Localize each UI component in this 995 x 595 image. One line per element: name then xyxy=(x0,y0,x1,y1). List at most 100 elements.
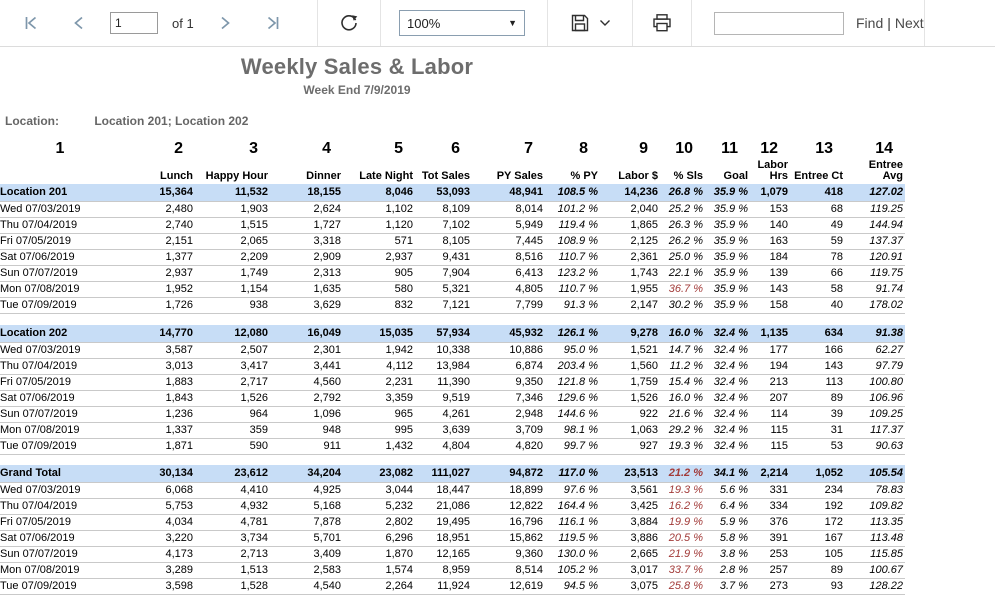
cell: 123.2 % xyxy=(545,265,600,282)
cell: 1,236 xyxy=(120,406,195,423)
column-number: 6 xyxy=(451,140,460,157)
cell: 2,147 xyxy=(600,297,660,314)
section-gap xyxy=(0,313,905,325)
cell: 1,377 xyxy=(120,249,195,266)
row-label: Wed 07/03/2019 xyxy=(0,482,120,499)
cell: 2.8 % xyxy=(705,562,750,579)
table-row: Mon 07/08/2019 3,289 1,513 2,583 1,574 8,959 8… xyxy=(0,562,905,579)
print-button[interactable] xyxy=(633,12,691,34)
row-label: Fri 07/05/2019 xyxy=(0,233,120,250)
export-button[interactable] xyxy=(548,12,632,34)
cell: 1,952 xyxy=(120,281,195,298)
cell: 331 xyxy=(750,482,790,499)
cell: 16.0 % xyxy=(660,390,705,407)
cell: 95.0 % xyxy=(545,342,600,359)
last-page-button[interactable] xyxy=(256,6,290,40)
cell: 119.4 % xyxy=(545,217,600,234)
cell: 257 xyxy=(750,562,790,579)
summary-cell: 126.1 % xyxy=(545,324,600,343)
toolbar-separator xyxy=(317,0,318,46)
summary-cell: 23,513 xyxy=(600,465,660,483)
summary-cell: 16,049 xyxy=(270,324,343,343)
chevron-down-icon: ▼ xyxy=(508,18,517,28)
cell: 119.25 xyxy=(845,201,905,218)
cell: 1,727 xyxy=(270,217,343,234)
row-label: Thu 07/04/2019 xyxy=(0,358,120,375)
column-number: 14 xyxy=(875,140,893,157)
toolbar-separator xyxy=(547,0,548,46)
cell: 1,526 xyxy=(195,390,270,407)
cell: 6,874 xyxy=(472,358,545,375)
cell: 2,151 xyxy=(120,233,195,250)
row-label: Mon 07/08/2019 xyxy=(0,562,120,579)
column-header: Labor Hrs xyxy=(757,160,788,182)
summary-cell: 16.0 % xyxy=(660,324,705,343)
cell: 3,598 xyxy=(120,578,195,595)
column-number: 4 xyxy=(322,140,331,157)
cell: 1,063 xyxy=(600,422,660,439)
cell: 105 xyxy=(790,546,845,563)
cell: 106.96 xyxy=(845,390,905,407)
cell: 7,904 xyxy=(415,265,472,282)
cell: 1,515 xyxy=(195,217,270,234)
cell: 3,884 xyxy=(600,514,660,531)
prev-page-button[interactable] xyxy=(62,6,96,40)
column-number: 5 xyxy=(394,140,403,157)
cell: 2,231 xyxy=(343,374,415,391)
cell: 2,040 xyxy=(600,201,660,218)
cell: 3,587 xyxy=(120,342,195,359)
cell: 1,726 xyxy=(120,297,195,314)
pager-group: of 1 xyxy=(0,6,317,40)
cell: 1,903 xyxy=(195,201,270,218)
cell: 4,781 xyxy=(195,514,270,531)
cell: 5,753 xyxy=(120,498,195,515)
report-title: Weekly Sales & Labor xyxy=(240,54,474,79)
summary-cell: 1,079 xyxy=(750,184,790,202)
section-summary-row: Grand Total 30,134 23,612 34,204 23,082 111,0… xyxy=(0,465,905,483)
cell: 94.5 % xyxy=(545,578,600,595)
cell: 19,495 xyxy=(415,514,472,531)
summary-cell: 53,093 xyxy=(415,184,472,202)
cell: 68 xyxy=(790,201,845,218)
cell: 3.8 % xyxy=(705,546,750,563)
cell: 143 xyxy=(750,281,790,298)
section-summary-row: Location 202 14,770 12,080 16,049 15,035 57,9… xyxy=(0,324,905,343)
cell: 194 xyxy=(750,358,790,375)
cell: 253 xyxy=(750,546,790,563)
cell: 4,261 xyxy=(415,406,472,423)
row-label: Sun 07/07/2019 xyxy=(0,546,120,563)
first-page-button[interactable] xyxy=(14,6,48,40)
column-number: 12 xyxy=(760,140,778,157)
summary-cell: 1,052 xyxy=(790,465,845,483)
cell: 2,740 xyxy=(120,217,195,234)
report-subtitle: Week End 7/9/2019 xyxy=(303,83,411,97)
cell: 2,313 xyxy=(270,265,343,282)
row-label: Sat 07/06/2019 xyxy=(0,530,120,547)
summary-cell: 26.8 % xyxy=(660,184,705,202)
section-summary-row: Location 201 15,364 11,532 18,155 8,046 53,09… xyxy=(0,184,905,202)
zoom-select[interactable]: 100% ▼ xyxy=(399,10,525,36)
search-input[interactable] xyxy=(714,11,844,35)
cell: 2,480 xyxy=(120,201,195,218)
cell: 9,360 xyxy=(472,546,545,563)
table-row: Wed 07/03/2019 2,480 1,903 2,624 1,102 8,109 8… xyxy=(0,201,905,218)
cell: 130.0 % xyxy=(545,546,600,563)
next-match-button[interactable]: Next xyxy=(894,15,924,31)
cell: 128.22 xyxy=(845,578,905,595)
table-row: Thu 07/04/2019 2,740 1,515 1,727 1,120 7,102 5… xyxy=(0,217,905,234)
cell: 3,734 xyxy=(195,530,270,547)
table-row: Wed 07/03/2019 6,068 4,410 4,925 3,044 18,447… xyxy=(0,482,905,499)
next-page-button[interactable] xyxy=(208,6,242,40)
summary-cell: 1,135 xyxy=(750,324,790,343)
cell: 11.2 % xyxy=(660,358,705,375)
cell: 7,102 xyxy=(415,217,472,234)
row-label: Sat 07/06/2019 xyxy=(0,390,120,407)
cell: 1,574 xyxy=(343,562,415,579)
refresh-button[interactable] xyxy=(332,6,366,40)
page-number-input[interactable] xyxy=(110,12,158,34)
cell: 58 xyxy=(790,281,845,298)
find-button[interactable]: Find xyxy=(856,15,884,31)
report-viewer-toolbar: of 1 100% ▼ xyxy=(0,0,995,47)
cell: 4,112 xyxy=(343,358,415,375)
cell: 12,619 xyxy=(472,578,545,595)
